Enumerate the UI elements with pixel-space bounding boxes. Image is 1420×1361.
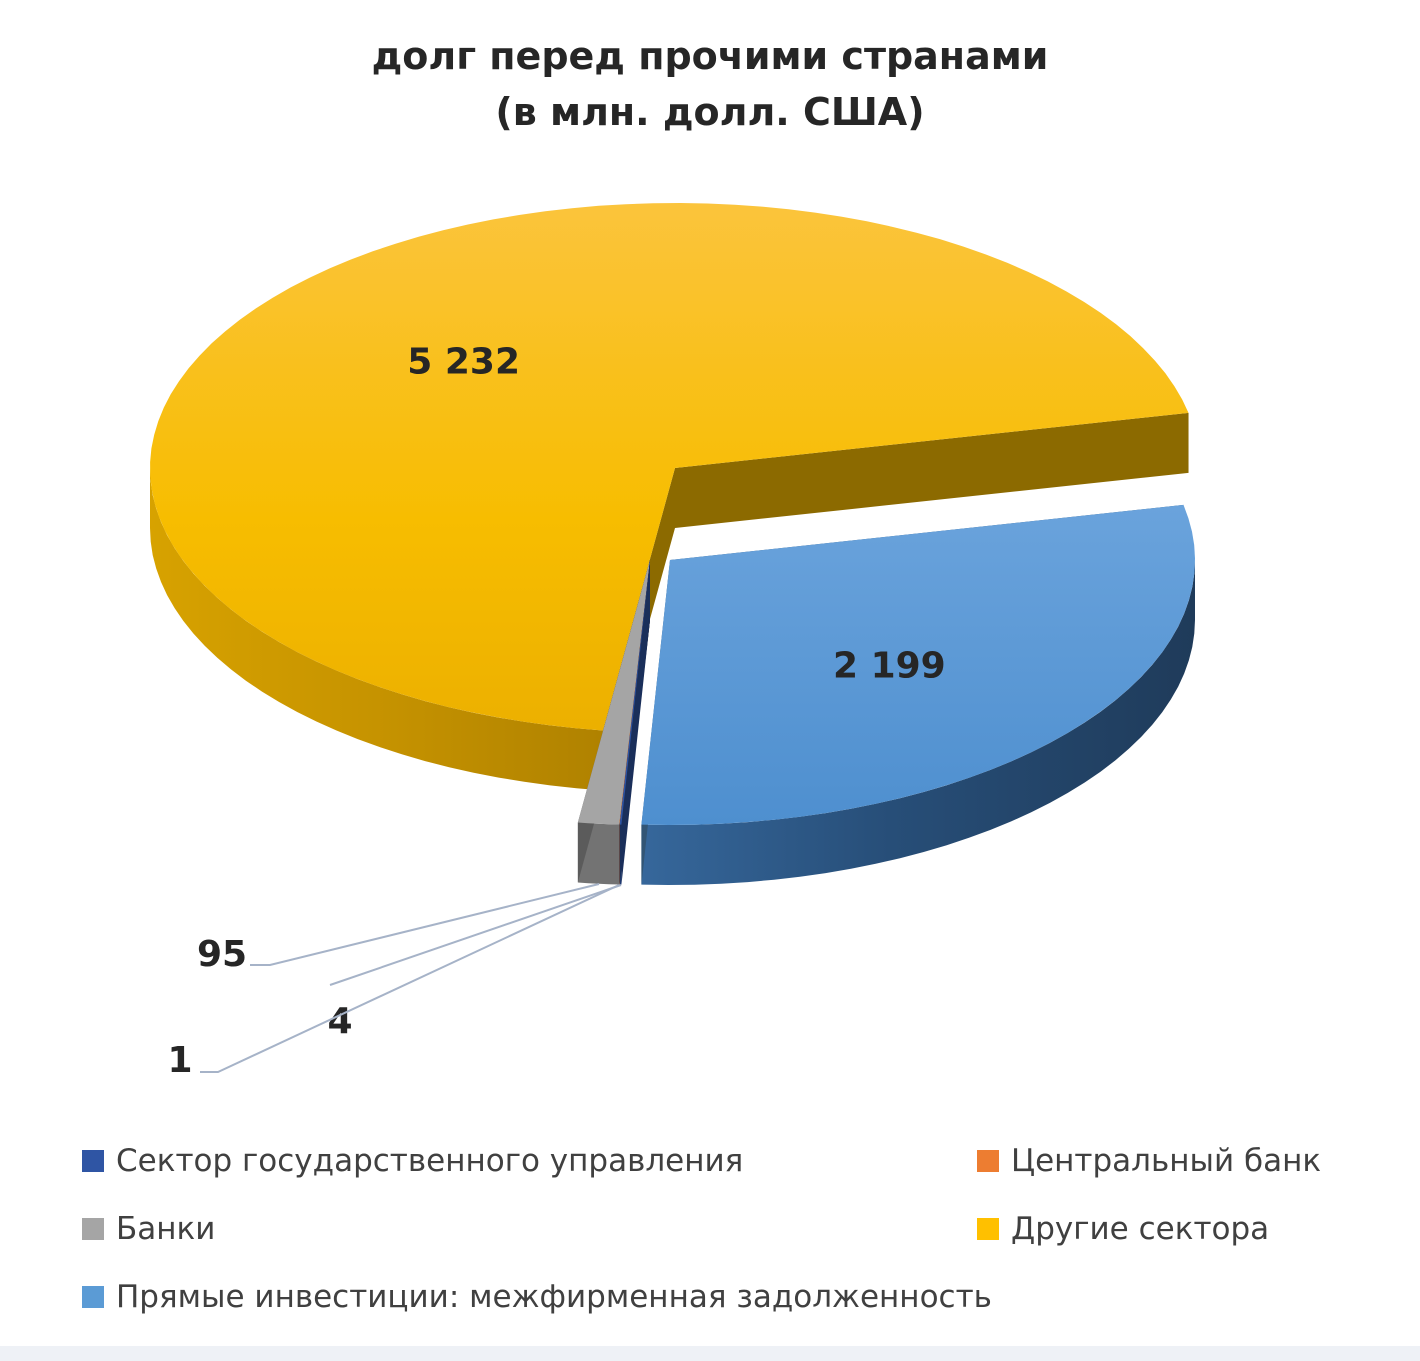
legend-label: Прямые инвестиции: межфирменная задолжен…: [116, 1279, 992, 1315]
pie-slice: [619, 560, 650, 885]
chart-subtitle-line: (в млн. долл. США): [495, 90, 925, 134]
leader-line: [250, 883, 600, 966]
pie-slice-side: [641, 560, 1195, 885]
pie-slice-wall: [619, 560, 650, 885]
data-label-gov: 4: [327, 1001, 352, 1042]
pie-slice: [641, 504, 1195, 885]
legend-item: Банки: [82, 1203, 215, 1255]
pie-data-labels: 5 232 2 199 95 4 1: [167, 342, 945, 1081]
pie-slice-top: [619, 560, 650, 825]
pie-slice-top: [150, 203, 1189, 731]
legend-item: Другие сектора: [977, 1203, 1269, 1255]
legend-item: Сектор государственного управления: [82, 1135, 743, 1187]
chart-title: долг перед прочими странами (в млн. долл…: [0, 28, 1420, 140]
legend-swatch: [977, 1218, 999, 1240]
pie-slice-wall: [675, 412, 1189, 528]
data-label-other-sectors: 5 232: [407, 342, 520, 383]
data-label-banks: 95: [197, 934, 247, 975]
pie-slice-top: [619, 560, 650, 825]
legend-swatch: [82, 1150, 104, 1172]
legend-item: Прямые инвестиции: межфирменная задолжен…: [82, 1271, 992, 1323]
pie-slice-top: [641, 504, 1195, 825]
legend-swatch: [82, 1286, 104, 1308]
data-label-fdi: 2 199: [833, 645, 946, 686]
pie-slice: [150, 203, 1189, 791]
legend-swatch: [82, 1218, 104, 1240]
pie-slice-top: [577, 560, 650, 825]
pie-slices: [150, 203, 1195, 885]
pie-slice-side: [150, 468, 603, 791]
legend-label: Сектор государственного управления: [116, 1143, 744, 1179]
legend-item: Центральный банк: [977, 1135, 1321, 1187]
leader-line: [200, 884, 620, 1073]
data-label-central-bank: 1: [167, 1040, 192, 1081]
legend-swatch: [977, 1150, 999, 1172]
legend-label: Банки: [116, 1211, 216, 1247]
legend-label: Другие сектора: [1011, 1211, 1270, 1247]
chart-title-line: долг перед прочими странами: [371, 34, 1049, 78]
bottom-divider: [0, 1346, 1420, 1361]
leader-line: [329, 884, 622, 986]
legend-label: Центральный банк: [1011, 1143, 1322, 1179]
